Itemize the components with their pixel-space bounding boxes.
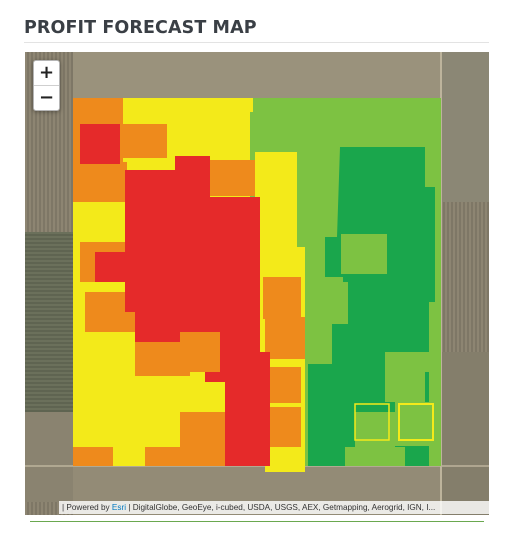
zone-average[interactable] bbox=[255, 247, 305, 277]
zoom-in-button[interactable]: + bbox=[34, 61, 59, 86]
zone-below-average[interactable] bbox=[263, 277, 301, 319]
zone-below-average[interactable] bbox=[265, 407, 301, 447]
map-canvas[interactable] bbox=[25, 52, 489, 515]
zone-below-average[interactable] bbox=[180, 412, 225, 452]
zone-above-average[interactable] bbox=[341, 234, 387, 274]
zone-loss[interactable] bbox=[80, 124, 120, 164]
zone-above-average[interactable] bbox=[395, 402, 429, 446]
field-left-lower bbox=[25, 412, 73, 502]
zone-loss[interactable] bbox=[125, 156, 270, 466]
zone-below-average[interactable] bbox=[145, 447, 235, 466]
page-title: PROFIT FORECAST MAP bbox=[24, 18, 257, 38]
zone-below-average[interactable] bbox=[180, 332, 220, 372]
bottom-divider bbox=[30, 521, 484, 522]
zone-average[interactable] bbox=[398, 403, 434, 441]
zone-above-average[interactable] bbox=[308, 324, 332, 364]
esri-link[interactable]: Esri bbox=[111, 503, 127, 512]
zone-above-average[interactable] bbox=[308, 282, 348, 324]
zone-loss[interactable] bbox=[95, 252, 125, 282]
zone-average[interactable] bbox=[255, 152, 297, 247]
zone-above-average[interactable] bbox=[385, 352, 425, 402]
title-divider bbox=[24, 42, 489, 43]
zone-below-average[interactable] bbox=[265, 367, 301, 403]
map-attribution: | Powered by Esri | DigitalGlobe, GeoEye… bbox=[59, 501, 489, 514]
zone-average[interactable] bbox=[354, 403, 390, 441]
field-right-lower bbox=[441, 352, 489, 515]
profit-forecast-map[interactable]: + − | Powered by Esri | DigitalGlobe, Ge… bbox=[25, 52, 489, 515]
field-left-band bbox=[25, 232, 73, 412]
profit-zones[interactable] bbox=[73, 98, 441, 472]
zone-below-average[interactable] bbox=[73, 447, 113, 466]
zoom-control: + − bbox=[33, 60, 60, 111]
attribution-prefix: | Powered by bbox=[62, 503, 112, 512]
zone-below-average[interactable] bbox=[265, 317, 305, 359]
attribution-sources: | DigitalGlobe, GeoEye, i-cubed, USDA, U… bbox=[126, 503, 436, 512]
zoom-out-button[interactable]: − bbox=[38, 87, 55, 108]
zone-below-average[interactable] bbox=[121, 124, 167, 158]
field-top-strip bbox=[73, 52, 441, 98]
field-right-upper bbox=[441, 52, 489, 202]
zone-below-average[interactable] bbox=[210, 160, 255, 196]
zone-below-average[interactable] bbox=[73, 162, 127, 202]
